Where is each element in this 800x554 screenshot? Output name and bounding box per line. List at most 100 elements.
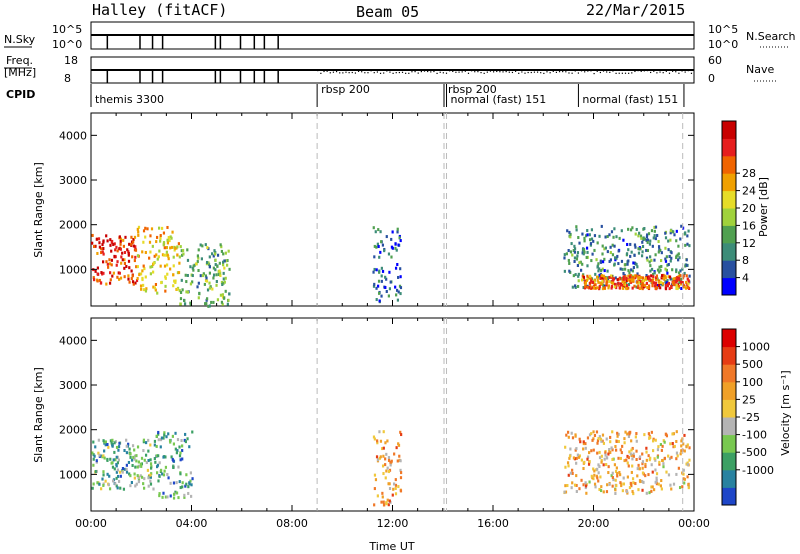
- range-gate-cell: [684, 264, 687, 268]
- range-gate-cell: [112, 458, 115, 462]
- range-gate-cell: [652, 437, 655, 441]
- range-gate-cell: [104, 443, 107, 447]
- range-gate-cell: [601, 252, 604, 256]
- range-gate-cell: [391, 230, 394, 234]
- range-gate-cell: [149, 458, 152, 462]
- range-gate-cell: [683, 477, 686, 481]
- range-gate-cell: [128, 472, 131, 476]
- range-gate-cell: [128, 447, 131, 451]
- range-gate-cell: [102, 260, 105, 264]
- range-gate-cell: [610, 474, 613, 478]
- range-gate-cell: [394, 246, 397, 250]
- nave-dot: [335, 70, 338, 73]
- range-gate-cell: [164, 276, 167, 280]
- range-gate-cell: [670, 251, 673, 255]
- nave-dot: [471, 70, 473, 72]
- range-gate-cell: [599, 475, 602, 479]
- range-gate-cell: [601, 260, 605, 264]
- range-gate-cell: [682, 468, 685, 472]
- range-gate-cell: [139, 272, 143, 276]
- range-gate-cell: [601, 244, 604, 248]
- range-gate-cell: [134, 465, 137, 469]
- range-gate-cell: [385, 452, 388, 456]
- nave-dot: [684, 71, 686, 73]
- x-axis-label: Time UT: [368, 540, 414, 553]
- range-gate-cell: [576, 453, 580, 457]
- range-gate-cell: [595, 474, 598, 478]
- range-gate-cell: [651, 485, 654, 489]
- nave-dot: [524, 72, 526, 74]
- nave-dot: [596, 70, 598, 72]
- nave-dot: [348, 72, 350, 74]
- y-tick-label: 4000: [59, 334, 87, 347]
- range-gate-cell: [663, 456, 666, 460]
- range-gate-cell: [147, 459, 150, 463]
- range-gate-cell: [386, 498, 389, 502]
- range-gate-cell: [155, 434, 158, 438]
- range-gate-cell: [109, 278, 112, 282]
- range-gate-cell: [142, 449, 145, 453]
- range-gate-cell: [150, 465, 153, 469]
- range-gate-cell: [665, 255, 668, 259]
- nave-tick-bottom: 0: [708, 72, 715, 85]
- range-gate-cell: [626, 432, 629, 436]
- range-gate-cell: [126, 248, 129, 252]
- range-gate-cell: [647, 276, 651, 280]
- range-gate-cell: [164, 495, 167, 499]
- range-gate-cell: [577, 455, 581, 459]
- range-gate-cell: [648, 491, 651, 495]
- range-gate-cell: [92, 453, 95, 457]
- nave-dot: [571, 72, 573, 74]
- range-gate-cell: [382, 430, 385, 434]
- range-gate-cell: [197, 296, 200, 300]
- range-gate-cell: [672, 283, 676, 287]
- range-gate-cell: [162, 241, 166, 245]
- range-gate-cell: [157, 438, 160, 442]
- range-gate-cell: [382, 500, 385, 504]
- range-gate-cell: [114, 458, 117, 462]
- range-gate-cell: [163, 253, 166, 257]
- range-gate-cell: [149, 482, 153, 486]
- range-gate-cell: [625, 276, 628, 280]
- range-gate-cell: [136, 474, 139, 478]
- nave-label: Nave: [746, 63, 774, 76]
- range-gate-cell: [127, 251, 130, 255]
- range-gate-cell: [159, 234, 162, 238]
- range-gate-cell: [181, 444, 184, 448]
- range-gate-cell: [641, 488, 644, 492]
- range-gate-cell: [101, 477, 104, 481]
- range-gate-cell: [191, 274, 194, 278]
- range-gate-cell: [108, 262, 112, 266]
- range-gate-cell: [154, 282, 158, 286]
- colorbar-tick-label: 1000: [742, 341, 770, 354]
- range-gate-cell: [133, 476, 136, 480]
- range-gate-cell: [399, 459, 402, 463]
- range-gate-cell: [573, 256, 577, 260]
- range-gate-cell: [107, 265, 110, 269]
- range-gate-cell: [571, 253, 574, 257]
- range-gate-cell: [602, 490, 605, 494]
- range-gate-cell: [140, 456, 144, 460]
- range-gate-cell: [617, 262, 620, 266]
- range-gate-cell: [212, 266, 215, 270]
- range-gate-cell: [649, 239, 652, 243]
- range-gate-cell: [635, 274, 638, 278]
- range-gate-cell: [649, 456, 652, 460]
- range-gate-cell: [596, 264, 599, 268]
- range-gate-cell: [636, 474, 639, 478]
- range-gate-cell: [605, 490, 609, 494]
- range-gate-cell: [147, 484, 150, 488]
- range-gate-cell: [200, 257, 203, 261]
- range-gate-cell: [682, 472, 685, 476]
- range-gate-cell: [102, 247, 105, 251]
- colorbar-tick-label: -25: [742, 411, 760, 424]
- range-gate-cell: [157, 432, 160, 436]
- range-gate-cell: [139, 462, 142, 466]
- range-gate-cell: [98, 453, 101, 457]
- range-gate-cell: [382, 472, 385, 476]
- range-gate-cell: [610, 284, 614, 288]
- range-gate-cell: [675, 254, 678, 258]
- range-gate-cell: [396, 298, 400, 302]
